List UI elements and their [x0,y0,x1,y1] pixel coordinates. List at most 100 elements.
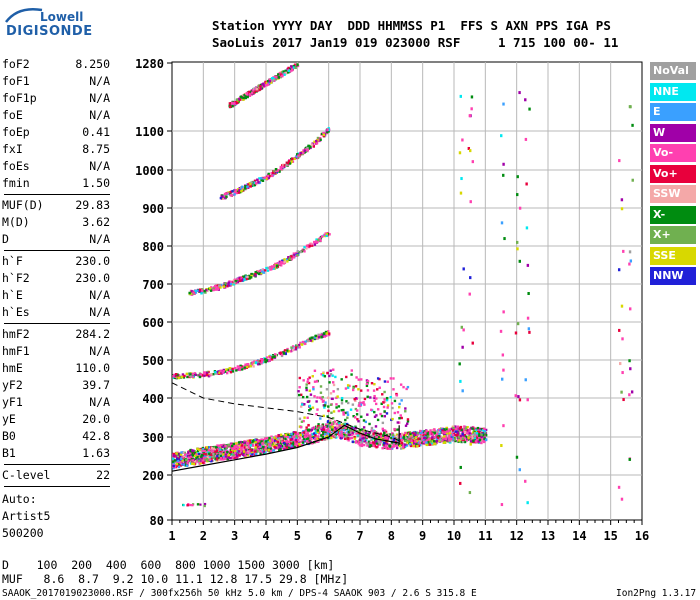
param-row-fof1p: foF1p N/A [2,90,110,107]
echo-point [283,258,286,261]
echo-point [356,418,359,421]
echo-point [261,179,265,183]
echo-point [281,435,284,438]
echo-point [199,461,203,465]
echo-point [445,439,448,442]
echo-point [446,431,449,435]
echo-point [342,426,345,429]
echo-point [429,440,433,443]
echo-point [349,408,353,411]
echo-point [307,147,310,150]
legend-item-noval: NoVal [650,62,696,80]
param-name: foF2 [2,57,30,71]
echo-point [366,442,369,446]
echo-point [335,403,338,406]
echo-point [267,172,270,176]
echo-point [458,439,461,442]
echo-point [274,168,278,171]
echo-point [324,330,328,334]
echo-point [414,433,417,437]
echo-point [260,362,263,365]
echo-point [346,416,349,419]
echo-point [271,439,274,443]
echo-point [316,429,320,432]
echo-point [354,399,357,402]
noise-point [629,367,632,371]
noise-point [500,221,504,225]
echo-point [356,409,359,412]
echo-point [453,431,456,435]
echo-point [327,127,330,130]
echo-point [288,435,292,439]
param-row-foep: foEp 0.41 [2,124,110,141]
echo-point [377,443,380,446]
echo-point [214,370,217,374]
noise-point [461,138,464,142]
echo-point [189,452,192,455]
echo-point [358,438,362,442]
echo-point [315,380,319,383]
echo-point [383,445,386,449]
echo-point [186,459,190,463]
param-value: N/A [89,159,110,173]
echo-point [433,428,436,431]
echo-point [480,435,483,438]
echo-point [364,431,368,435]
echo-point [205,446,209,449]
echo-point [270,438,274,441]
echo-point [326,371,329,375]
echo-point [325,388,329,391]
echo-point [317,333,320,336]
echo-point [275,76,279,79]
noise-point [471,160,475,164]
echo-point [288,444,291,447]
echo-point [247,439,250,443]
echo-point [465,439,469,442]
echo-point [287,440,291,444]
echo-point [268,80,271,83]
echo-point [315,139,318,143]
echo-point [459,429,462,432]
echo-point [284,69,287,72]
echo-point [176,457,179,460]
echo-point [254,88,257,91]
echo-point [381,393,384,396]
echo-point [469,440,473,443]
echo-point [317,238,320,242]
echo-point [471,427,474,430]
echo-point [385,446,388,450]
echo-point [208,287,212,290]
echo-point [319,427,323,431]
echo-point [436,436,440,439]
echo-point [249,183,252,186]
echo-point [291,67,294,71]
echo-point [248,93,252,96]
noise-point [620,390,623,394]
echo-point [202,447,205,451]
echo-point [233,442,237,445]
echo-point [280,447,284,450]
echo-point [376,434,380,438]
y-tick-label: 300 [142,431,164,445]
echo-point [409,444,413,448]
echo-point [259,358,263,361]
echo-point [262,443,265,447]
echo-point [422,440,426,444]
echo-point [190,461,194,464]
echo-point [448,432,452,435]
echo-point [231,447,234,450]
echo-point [241,441,244,444]
noise-point [469,149,472,153]
param-row-fmin: fmin 1.50 [2,175,110,192]
noise-point [629,307,632,311]
echo-point [320,425,323,428]
echo-point [191,459,194,462]
echo-point [445,433,448,436]
echo-point [254,89,258,92]
echo-point [202,454,205,457]
echo-point [305,388,308,392]
echo-point [307,423,310,427]
echo-point [315,400,318,403]
echo-point [410,435,413,438]
echo-point [283,447,286,451]
